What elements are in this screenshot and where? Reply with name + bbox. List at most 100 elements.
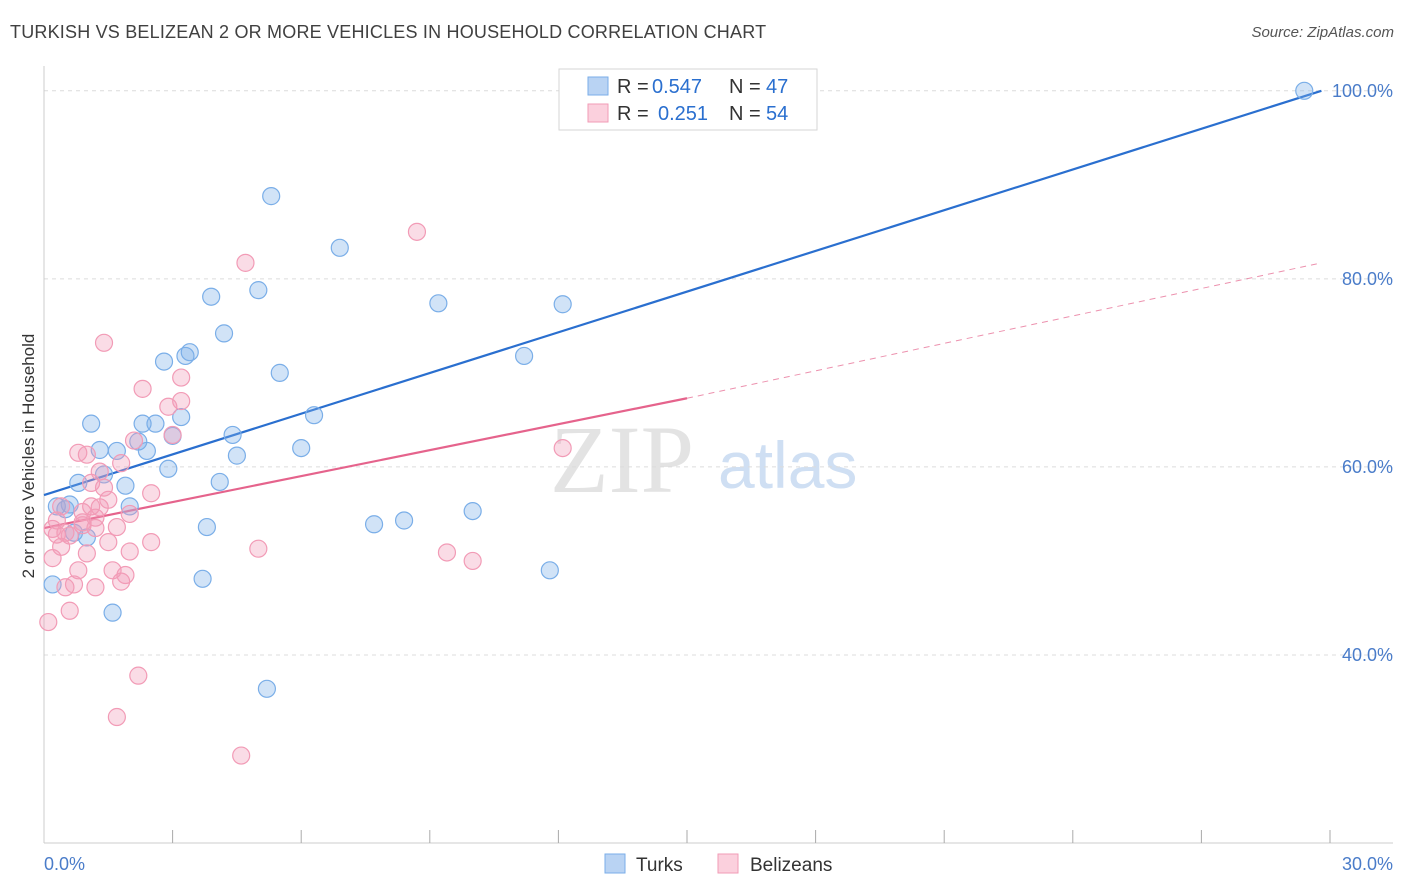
point-turks bbox=[515, 346, 534, 366]
legend-r-label-turks: R = bbox=[617, 76, 649, 98]
point-turks bbox=[257, 679, 277, 698]
point-turks bbox=[330, 238, 349, 257]
point-turks bbox=[1295, 81, 1314, 100]
point-belizeans bbox=[107, 517, 126, 537]
point-belizeans bbox=[163, 425, 182, 445]
point-turks bbox=[227, 446, 246, 465]
point-belizeans bbox=[142, 533, 161, 552]
point-belizeans bbox=[86, 578, 105, 597]
point-belizeans bbox=[172, 368, 191, 387]
trend-extension-belizeans bbox=[686, 262, 1322, 399]
gridlines bbox=[44, 90, 1393, 656]
point-turks bbox=[82, 414, 101, 433]
legend-r-label-belizeans: R = bbox=[617, 103, 649, 125]
legend-swatch-turks bbox=[587, 76, 609, 96]
point-belizeans bbox=[120, 504, 139, 524]
point-belizeans bbox=[236, 253, 255, 272]
point-belizeans bbox=[64, 575, 84, 594]
x-tick-label-max: 30.0% bbox=[1342, 854, 1393, 874]
point-turks bbox=[180, 343, 199, 362]
axes bbox=[43, 66, 1393, 844]
point-belizeans bbox=[407, 222, 427, 241]
legend-swatch-belizeans bbox=[587, 103, 609, 123]
point-belizeans bbox=[99, 490, 118, 509]
point-turks bbox=[270, 363, 289, 382]
bottom-legend-swatch-belizeans bbox=[717, 853, 739, 874]
source-label: Source: ZipAtlas.com bbox=[1251, 24, 1394, 41]
point-turks bbox=[146, 414, 165, 433]
trend-lines bbox=[43, 89, 1322, 530]
y-tick-label: 100.0% bbox=[1332, 81, 1393, 101]
y-axis-title: 2 or more Vehicles in Household bbox=[19, 334, 38, 579]
bottom-legend-label-belizeans: Belizeans bbox=[750, 855, 832, 876]
point-turks bbox=[214, 324, 234, 343]
point-turks bbox=[463, 501, 482, 521]
point-belizeans bbox=[90, 462, 109, 481]
point-belizeans bbox=[94, 333, 114, 352]
point-belizeans bbox=[77, 544, 96, 563]
y-tick-label: 60.0% bbox=[1342, 457, 1393, 477]
bottom-legend-label-turks: Turks bbox=[636, 855, 683, 876]
point-belizeans bbox=[60, 601, 79, 620]
point-belizeans bbox=[172, 391, 191, 411]
legend-r-value-belizeans: 0.251 bbox=[658, 103, 708, 125]
point-turks bbox=[172, 407, 191, 427]
point-belizeans bbox=[232, 746, 251, 765]
point-turks bbox=[69, 473, 88, 492]
legend-box: R = 0.547 N = 47 R = 0.251 N = 54 bbox=[558, 68, 818, 131]
point-turks bbox=[394, 511, 414, 530]
point-turks bbox=[249, 281, 268, 300]
data-points bbox=[39, 81, 1314, 765]
point-belizeans bbox=[463, 551, 482, 571]
point-turks bbox=[154, 352, 174, 371]
bottom-legend: Turks Belizeans bbox=[604, 853, 832, 876]
point-belizeans bbox=[69, 561, 88, 580]
trend-line-turks bbox=[43, 89, 1322, 497]
point-belizeans bbox=[437, 543, 457, 562]
point-turks bbox=[292, 438, 311, 458]
point-turks bbox=[159, 459, 178, 478]
point-belizeans bbox=[77, 445, 96, 464]
point-belizeans bbox=[52, 497, 71, 516]
legend-r-value-turks: 0.547 bbox=[652, 76, 702, 98]
point-belizeans bbox=[116, 565, 135, 585]
y-tick-label: 80.0% bbox=[1342, 269, 1393, 289]
point-turks bbox=[193, 569, 212, 588]
legend-n-label-belizeans: N = bbox=[729, 103, 761, 125]
point-turks bbox=[133, 414, 152, 433]
point-belizeans bbox=[99, 533, 118, 552]
point-turks bbox=[304, 406, 324, 425]
y-tick-labels: 40.0% 60.0% 80.0% 100.0% bbox=[1332, 81, 1393, 665]
trend-line-belizeans bbox=[43, 397, 688, 530]
point-belizeans bbox=[120, 542, 139, 561]
x-tick-label-min: 0.0% bbox=[44, 854, 85, 874]
point-turks bbox=[364, 515, 384, 534]
point-belizeans bbox=[249, 539, 268, 558]
point-turks bbox=[137, 441, 156, 461]
point-belizeans bbox=[39, 612, 58, 632]
point-turks bbox=[120, 497, 139, 516]
point-turks bbox=[223, 425, 242, 445]
point-belizeans bbox=[142, 484, 161, 503]
point-turks bbox=[103, 603, 122, 622]
point-turks bbox=[197, 517, 216, 537]
bottom-legend-swatch-turks bbox=[604, 853, 626, 874]
point-belizeans bbox=[133, 379, 152, 398]
point-belizeans bbox=[129, 666, 148, 685]
point-belizeans bbox=[60, 526, 79, 545]
legend-n-value-belizeans: 54 bbox=[766, 103, 788, 125]
point-turks bbox=[429, 294, 448, 313]
point-belizeans bbox=[553, 438, 572, 458]
point-belizeans bbox=[73, 513, 92, 532]
point-turks bbox=[116, 476, 135, 495]
watermark-zip: ZIP bbox=[550, 406, 694, 513]
point-belizeans bbox=[112, 454, 131, 473]
point-belizeans bbox=[124, 431, 144, 450]
legend-n-label-turks: N = bbox=[729, 76, 761, 98]
watermark-atlas: atlas bbox=[718, 428, 857, 502]
point-turks bbox=[262, 187, 281, 206]
point-belizeans bbox=[107, 707, 126, 727]
point-turks bbox=[540, 561, 559, 580]
point-turks bbox=[210, 472, 229, 492]
